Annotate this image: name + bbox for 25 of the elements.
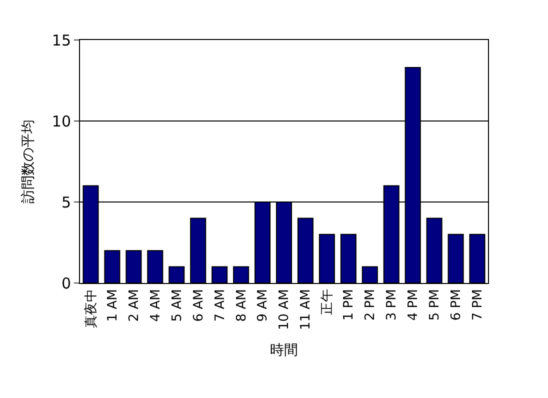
x-tick-label: 2 AM — [126, 289, 142, 322]
x-tick-label: 8 AM — [234, 289, 250, 322]
y-tick-label: 10 — [52, 112, 71, 130]
y-axis-title: 訪問数の平均 — [20, 120, 37, 204]
x-tick-label: 11 AM — [298, 289, 314, 330]
y-tick-label: 15 — [52, 31, 71, 50]
x-tick-label: 7 PM — [470, 289, 486, 321]
x-tick-label: 2 PM — [363, 289, 378, 321]
x-tick-label: 3 PM — [384, 289, 400, 321]
x-tick-label: 1 PM — [342, 289, 357, 321]
x-tick-label: 6 PM — [449, 289, 464, 321]
y-tick-label: 0 — [61, 274, 71, 292]
x-tick-label: 5 AM — [170, 289, 185, 322]
x-axis-title: 時間 — [270, 342, 298, 358]
x-tick-label: 正午 — [320, 289, 336, 316]
x-tick-label: 7 AM — [212, 289, 228, 322]
x-tick-label: 1 AM — [105, 289, 120, 322]
x-tick-label: 6 AM — [191, 289, 206, 322]
x-tick-label: 4 AM — [148, 289, 164, 322]
x-tick-label: 9 AM — [256, 289, 271, 322]
y-tick-label: 5 — [61, 193, 71, 212]
x-tick-label: 5 PM — [428, 289, 443, 321]
x-tick-label: 4 PM — [406, 289, 422, 321]
x-tick-label: 真夜中 — [82, 289, 99, 328]
x-tick-label: 10 AM — [277, 289, 292, 330]
